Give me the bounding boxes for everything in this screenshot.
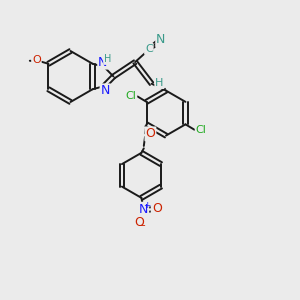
Text: +: + (143, 200, 151, 209)
Text: N: N (100, 84, 110, 98)
Text: Cl: Cl (196, 125, 206, 135)
Text: N: N (139, 203, 148, 216)
Text: C: C (145, 44, 153, 54)
Text: H: H (104, 54, 111, 64)
Text: O: O (32, 56, 41, 65)
Text: O: O (146, 128, 155, 140)
Text: O: O (152, 202, 162, 215)
Text: Cl: Cl (125, 91, 136, 101)
Text: N: N (98, 56, 108, 69)
Text: −: − (138, 221, 146, 231)
Text: O: O (134, 216, 144, 229)
Text: N: N (156, 33, 166, 46)
Text: H: H (155, 78, 164, 88)
